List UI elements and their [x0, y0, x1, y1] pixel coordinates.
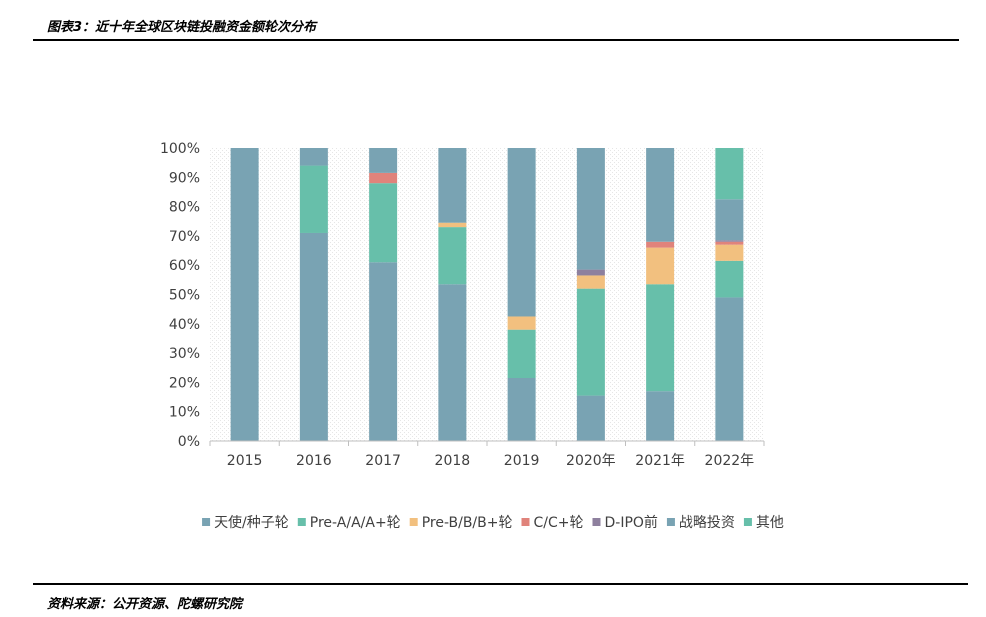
legend-swatch [202, 518, 211, 526]
bar-segment [646, 391, 675, 441]
bar-segment [715, 297, 744, 441]
bar-segment [576, 269, 605, 276]
bar-segment [507, 316, 536, 330]
bar-segment [299, 148, 328, 166]
legend-label: 天使/种子轮 [214, 514, 289, 531]
bar-segment [715, 260, 744, 298]
bar-segment [438, 222, 467, 228]
legend-swatch [666, 518, 675, 526]
bar-segment [507, 329, 536, 379]
legend-swatch [297, 518, 306, 526]
bar-segment [507, 148, 536, 317]
legend-label: 其他 [756, 515, 784, 531]
y-tick-label: 40% [169, 317, 200, 333]
legend-swatch [409, 518, 418, 526]
x-tick-label: 2020年 [566, 453, 616, 469]
bar-segment [230, 148, 259, 441]
x-tick-label: 2021年 [635, 453, 685, 469]
bar-segment [715, 199, 744, 241]
bar-segment [576, 275, 605, 289]
bar-segment [576, 148, 605, 270]
y-tick-label: 10% [169, 405, 200, 421]
bar-segment [438, 284, 467, 441]
plot-area [210, 148, 764, 441]
x-tick-label: 2017 [365, 453, 401, 469]
y-tick-label: 30% [169, 346, 200, 362]
bar-segment [369, 172, 398, 184]
bar-segment [715, 241, 744, 245]
bar-segment [438, 148, 467, 223]
bar-segment [715, 148, 744, 200]
bar-segment [646, 148, 675, 242]
bar-segment [438, 227, 467, 285]
bar-segment [646, 247, 675, 285]
x-tick-label: 2019 [504, 453, 540, 469]
y-tick-label: 50% [169, 288, 200, 304]
legend-label: Pre-A/A/A+轮 [310, 515, 401, 531]
bar-segment [369, 148, 398, 173]
bar-segment [369, 183, 398, 263]
bottom-rule [33, 583, 968, 585]
bar-segment [507, 378, 536, 441]
top-rule [33, 39, 959, 41]
bar-segment [369, 262, 398, 441]
bar-segment [576, 395, 605, 441]
x-tick-label: 2018 [435, 453, 471, 469]
y-tick-label: 100% [160, 141, 200, 157]
bar-segment [646, 241, 675, 248]
legend-label: Pre-B/B/B+轮 [422, 515, 513, 531]
bar-segment [646, 284, 675, 392]
stacked-bar-chart: 2015 2016 2017 2018 2019 2020年 2021年 2022年 0% 10%… [160, 141, 784, 531]
bar-segment [715, 240, 744, 242]
x-tick-label: 2022年 [705, 453, 755, 469]
bar-segment [299, 232, 328, 441]
legend-swatch [521, 518, 530, 526]
bar-segment [299, 165, 328, 233]
legend-label: D-IPO前 [604, 514, 657, 531]
y-tick-label: 70% [169, 229, 200, 245]
y-tick-label: 60% [169, 258, 200, 274]
y-tick-label: 90% [169, 170, 200, 186]
source-note: 资料来源：公开资源、陀螺研究院 [47, 597, 243, 612]
figure-title: 图表3：近十年全球区块链投融资金额轮次分布 [47, 20, 317, 35]
x-tick-label: 2015 [227, 453, 263, 469]
legend-label: C/C+轮 [533, 515, 583, 531]
legend-swatch [592, 518, 601, 526]
legend-swatch [743, 518, 752, 526]
bar-segment [576, 288, 605, 396]
legend-label: 战略投资 [679, 515, 735, 531]
y-tick-label: 0% [178, 434, 200, 450]
bar-segment [715, 244, 744, 261]
x-tick-label: 2016 [296, 453, 332, 469]
y-tick-label: 20% [169, 375, 200, 391]
y-tick-label: 80% [169, 200, 200, 216]
